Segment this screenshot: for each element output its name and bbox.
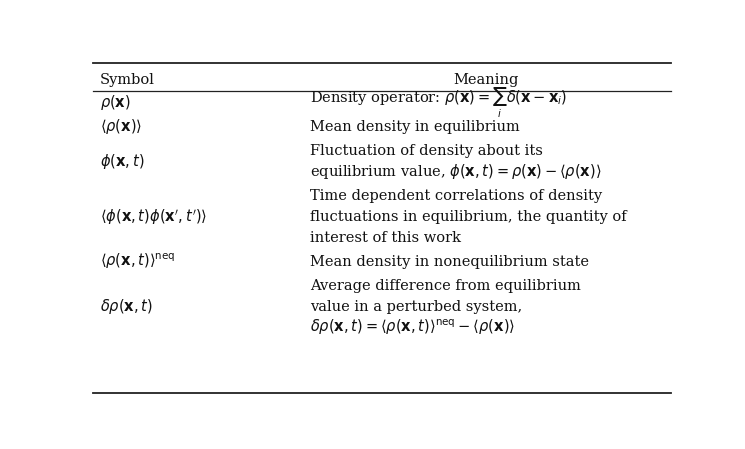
Text: $\phi(\mathbf{x}, t)$: $\phi(\mathbf{x}, t)$ (100, 152, 145, 171)
Text: Density operator: $\rho(\mathbf{x}) = \sum_i \delta(\mathbf{x} - \mathbf{x}_i)$: Density operator: $\rho(\mathbf{x}) = \s… (310, 86, 567, 120)
Text: $\langle\phi(\mathbf{x},t)\phi(\mathbf{x}',t')\rangle$: $\langle\phi(\mathbf{x},t)\phi(\mathbf{x… (100, 207, 207, 226)
Text: value in a perturbed system,: value in a perturbed system, (310, 299, 522, 313)
Text: $\langle\rho(\mathbf{x},t)\rangle^\mathrm{neq}$: $\langle\rho(\mathbf{x},t)\rangle^\mathr… (100, 252, 175, 272)
Text: equilibrium value, $\phi(\mathbf{x}, t) = \rho(\mathbf{x}) - \langle\rho(\mathbf: equilibrium value, $\phi(\mathbf{x}, t) … (310, 162, 601, 181)
Text: Meaning: Meaning (453, 73, 519, 87)
Text: interest of this work: interest of this work (310, 231, 460, 245)
Text: $\delta\rho(\mathbf{x}, t) = \langle\rho(\mathbf{x}, t)\rangle^\mathrm{neq} - \l: $\delta\rho(\mathbf{x}, t) = \langle\rho… (310, 318, 515, 338)
Text: $\delta\rho(\mathbf{x}, t)$: $\delta\rho(\mathbf{x}, t)$ (100, 297, 153, 316)
Text: $\langle\rho(\mathbf{x})\rangle$: $\langle\rho(\mathbf{x})\rangle$ (100, 117, 142, 136)
Text: Mean density in equilibrium: Mean density in equilibrium (310, 120, 519, 134)
Text: Fluctuation of density about its: Fluctuation of density about its (310, 144, 542, 158)
Text: Time dependent correlations of density: Time dependent correlations of density (310, 189, 602, 202)
Text: Symbol: Symbol (100, 73, 155, 87)
Text: Average difference from equilibrium: Average difference from equilibrium (310, 278, 580, 292)
Text: fluctuations in equilibrium, the quantity of: fluctuations in equilibrium, the quantit… (310, 210, 627, 224)
Text: $\rho(\mathbf{x})$: $\rho(\mathbf{x})$ (100, 93, 131, 112)
Text: Mean density in nonequilibrium state: Mean density in nonequilibrium state (310, 255, 589, 269)
